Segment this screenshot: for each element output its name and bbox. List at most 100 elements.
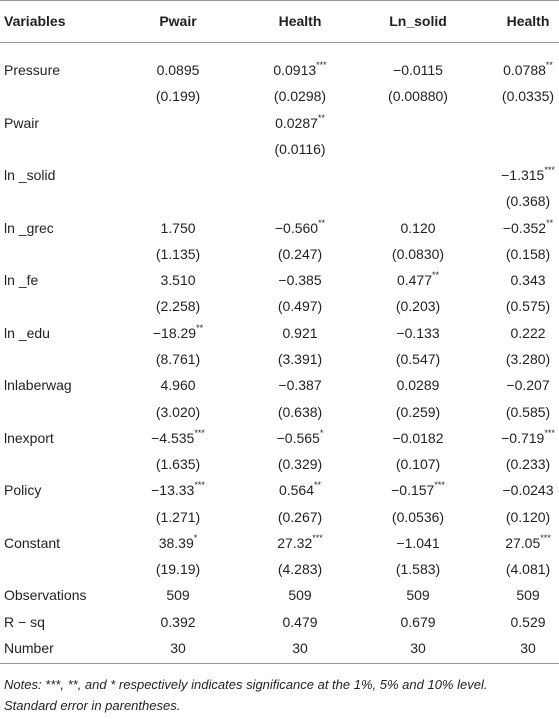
stat-value: 0.479 xyxy=(282,613,318,630)
coefficient: −0.0115 xyxy=(393,62,443,78)
coefficient: 1.750 xyxy=(160,219,196,236)
standard-error: (0.203) xyxy=(395,298,441,315)
stat-value: 30 xyxy=(170,639,186,656)
standard-error: (1.271) xyxy=(155,508,201,525)
row-label: lnexport xyxy=(4,429,54,446)
note: Standard error in parentheses. xyxy=(4,698,181,713)
row-label: ln _solid xyxy=(4,167,56,184)
coefficient: −0.0182 xyxy=(392,429,444,446)
standard-error: (0.247) xyxy=(277,245,323,262)
note: Notes: ***, **, and * respectively indic… xyxy=(4,677,488,692)
row-label: Policy xyxy=(4,482,42,499)
stat-value: 0.529 xyxy=(510,613,546,630)
header-cell: Variables xyxy=(4,13,66,29)
coefficient: 27.32*** xyxy=(277,532,323,551)
standard-error: (3.280) xyxy=(505,350,551,367)
stat-value: 509 xyxy=(516,587,540,604)
coefficient: −0.207 xyxy=(506,377,550,394)
standard-error: (0.638) xyxy=(277,403,323,420)
standard-error: (0.158) xyxy=(505,245,551,262)
standard-error: (0.233) xyxy=(505,456,551,473)
standard-error: (8.761) xyxy=(155,350,201,367)
standard-error: (1.635) xyxy=(155,456,201,473)
coefficient: 0.921 xyxy=(282,324,318,341)
coefficient: −0.565* xyxy=(276,427,324,446)
standard-error: (0.107) xyxy=(395,456,441,473)
row-label: Number xyxy=(4,639,54,656)
bottom-rule xyxy=(0,663,559,664)
coefficient: 0.222 xyxy=(510,324,546,341)
standard-error: (0.267) xyxy=(277,508,323,525)
coefficient: −1.315*** xyxy=(501,165,555,184)
standard-error: (0.575) xyxy=(505,298,551,315)
standard-error: (1.135) xyxy=(155,245,201,262)
coefficient: −18.29** xyxy=(152,322,204,341)
coefficient: 0.0788** xyxy=(503,60,553,79)
coefficient: 0.120 xyxy=(400,219,436,236)
standard-error: (0.329) xyxy=(277,456,323,473)
coefficient: −0.0243 xyxy=(502,482,554,499)
header-cell: Health xyxy=(506,13,550,29)
coefficient: 0.0289 xyxy=(396,377,440,394)
stat-value: 0.392 xyxy=(160,613,196,630)
coefficient: −0.719*** xyxy=(501,427,555,446)
standard-error: (2.258) xyxy=(155,298,201,315)
stat-value: 0.679 xyxy=(400,613,436,630)
row-label: R − sq xyxy=(4,613,45,630)
standard-error: (3.020) xyxy=(155,403,201,420)
row-label: Constant xyxy=(4,534,61,551)
coefficient: 38.39* xyxy=(158,532,198,551)
row-label: ln _fe xyxy=(4,272,39,289)
row-label: ln _grec xyxy=(4,219,54,236)
row-label: Pwair xyxy=(4,114,40,131)
stat-value: 509 xyxy=(288,587,312,604)
header-cell: Pwair xyxy=(159,13,197,29)
standard-error: (4.283) xyxy=(277,561,323,578)
standard-error: (0.547) xyxy=(395,350,441,367)
coefficient: 4.960 xyxy=(160,377,196,394)
header-cell: Health xyxy=(278,13,322,29)
stat-value: 30 xyxy=(292,639,308,656)
standard-error: (0.585) xyxy=(505,403,551,420)
coefficient: 0.0287** xyxy=(275,112,325,131)
coefficient: −13.33*** xyxy=(151,480,205,499)
coefficient: −0.560** xyxy=(274,217,326,236)
standard-error: (1.583) xyxy=(395,561,441,578)
standard-error: (0.00880) xyxy=(388,88,448,105)
top-rule xyxy=(0,0,559,1)
coefficient: 0.477** xyxy=(396,270,440,289)
coefficient: 3.510 xyxy=(160,272,196,289)
coefficient: −4.535*** xyxy=(151,427,205,446)
standard-error: (0.0536) xyxy=(391,508,445,525)
stat-value: 509 xyxy=(406,587,430,604)
coefficient: 0.343 xyxy=(510,272,546,289)
coefficient: −0.387 xyxy=(278,377,322,394)
stat-value: 509 xyxy=(166,587,190,604)
header-cell: Ln_solid xyxy=(389,13,447,29)
standard-error: (0.0830) xyxy=(391,245,445,262)
header-rule xyxy=(0,42,559,43)
standard-error: (0.199) xyxy=(155,88,201,105)
standard-error: (0.259) xyxy=(395,403,441,420)
standard-error: (4.081) xyxy=(505,561,551,578)
coefficient: −0.385 xyxy=(278,272,322,289)
row-label: Pressure xyxy=(4,62,61,78)
coefficient: 27.05*** xyxy=(505,532,551,551)
row-label: ln _edu xyxy=(4,324,50,341)
standard-error: (0.368) xyxy=(505,193,551,210)
stat-value: 30 xyxy=(520,639,536,656)
standard-error: (0.0116) xyxy=(274,140,326,157)
standard-error: (3.391) xyxy=(277,350,323,367)
row-label: lnlaberwag xyxy=(4,377,72,394)
stat-value: 30 xyxy=(410,639,426,656)
coefficient: −0.352** xyxy=(502,217,554,236)
standard-error: (19.19) xyxy=(155,561,201,578)
coefficient: 0.564** xyxy=(278,480,322,499)
coefficient: −0.157*** xyxy=(391,480,445,499)
standard-error: (0.0335) xyxy=(501,88,555,105)
coefficient: 0.0913*** xyxy=(273,60,327,79)
standard-error: (0.120) xyxy=(505,508,551,525)
coefficient: −1.041 xyxy=(396,534,440,551)
row-label: Observations xyxy=(4,587,87,604)
